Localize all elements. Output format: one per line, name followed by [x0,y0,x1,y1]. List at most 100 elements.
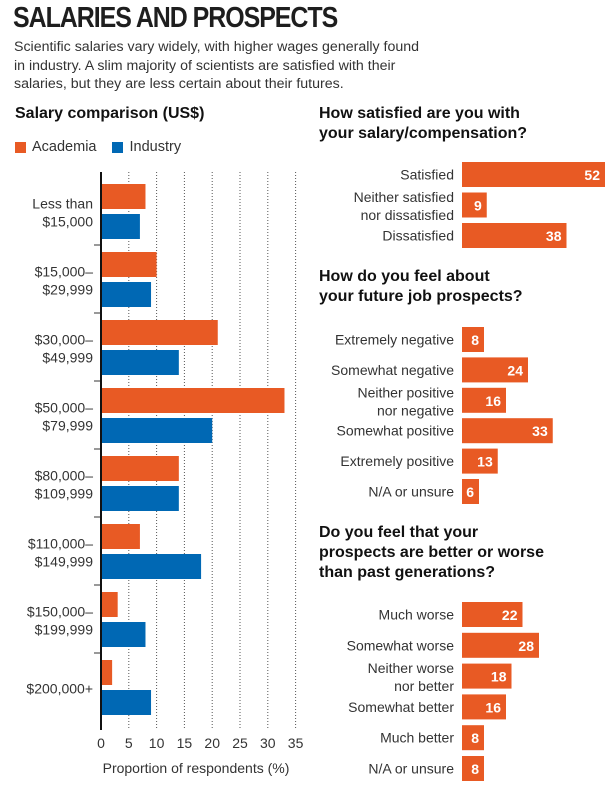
page-subtitle: Scientific salaries vary widely, with hi… [14,39,420,92]
generations-title-line: than past generations? [319,564,496,581]
response-label: Dissatisfied [382,228,454,244]
bar-value-label: 8 [471,332,479,348]
survey-bar [462,632,539,658]
survey-bar [462,162,605,187]
bar-value-label: 6 [466,484,474,500]
x-tick-label: 10 [149,735,165,751]
prospects-chart-title: How do you feel about your future job pr… [319,267,523,307]
generations-chart-title: Do you feel that your prospects are bett… [319,523,544,583]
category-label: $79,999 [42,418,93,434]
survey-bar [462,663,512,689]
category-label: $150,000– [27,604,93,620]
survey-bar [462,448,498,474]
category-label: $15,000– [35,264,94,280]
bar-value-label: 8 [471,730,479,746]
category-label: $50,000– [35,400,94,416]
bar-value-label: 13 [477,454,493,470]
response-label: Extremely negative [335,332,454,348]
satisfaction-title-line: How satisfied are you with [319,105,520,122]
bar-value-label: 9 [474,198,482,214]
satisfaction-title-line: your salary/compensation? [319,125,528,142]
industry-bar [101,554,202,579]
survey-bar [462,357,528,383]
academia-bar [101,592,118,617]
industry-bar [101,350,179,375]
legend-item-industry: Industry [112,139,181,155]
response-label: Satisfied [400,167,454,183]
bar-value-label: 24 [507,362,523,378]
response-label: Much better [380,730,454,746]
legend-item-academia: Academia [15,139,96,155]
x-tick-label: 20 [204,735,220,751]
survey-bar [462,694,506,720]
bar-value-label: 16 [485,393,501,409]
survey-bar [462,327,484,352]
survey-bar [462,725,484,751]
category-label: $30,000– [35,332,94,348]
category-label: $29,999 [42,282,93,298]
x-tick-label: 35 [288,735,304,751]
category-label: $49,999 [42,350,93,366]
industry-swatch [112,141,124,153]
industry-bar [101,214,140,239]
industry-bar [101,690,152,715]
academia-bar [101,252,157,277]
response-label: Neither positive [358,384,455,400]
generations-title-line: Do you feel that your [319,524,479,541]
prospects-title-line: your future job prospects? [319,288,523,305]
survey-bar [462,223,567,248]
response-label: nor better [394,678,454,694]
survey-bar [462,192,487,218]
bar-value-label: 38 [546,228,562,244]
industry-bar [101,418,213,443]
academia-bar [101,320,218,345]
survey-bar [462,387,506,413]
industry-bar [101,486,179,511]
bar-value-label: 18 [491,669,507,685]
response-label: Extremely positive [340,453,454,469]
category-label: $109,999 [35,486,94,502]
survey-bar [462,602,523,627]
bar-value-label: 8 [471,761,479,777]
bar-value-label: 22 [502,607,518,623]
x-tick-label: 25 [232,735,248,751]
response-label: Much worse [379,607,455,623]
bar-value-label: 28 [518,638,534,654]
category-label: $199,999 [35,622,94,638]
category-label: $110,000– [28,536,93,552]
bar-value-label: 33 [532,423,548,439]
response-label: Somewhat negative [331,362,454,378]
response-label: nor dissatisfied [361,207,454,223]
category-label: Less than [32,196,93,212]
response-label: Neither satisfied [354,189,454,205]
industry-bar [101,622,146,647]
legend-label-industry: Industry [129,139,182,155]
x-tick-label: 30 [260,735,276,751]
category-label: $80,000– [35,468,94,484]
legend-label-academia: Academia [32,139,97,155]
response-label: Somewhat positive [336,423,454,439]
salary-legend: Academia Industry [15,139,197,155]
academia-bar [101,456,179,481]
bar-value-label: 16 [485,699,501,715]
industry-bar [101,282,152,307]
academia-swatch [15,141,26,153]
bar-value-label: 52 [584,167,600,183]
response-label: Neither worse [368,660,455,676]
satisfaction-chart-title: How satisfied are you with your salary/c… [319,104,527,144]
prospects-title-line: How do you feel about [319,268,490,285]
response-label: N/A or unsure [368,484,454,500]
response-label: Somewhat worse [347,637,455,653]
academia-bar [101,388,285,413]
x-tick-label: 15 [177,735,193,751]
response-label: N/A or unsure [368,761,454,777]
survey-bar [462,418,553,444]
survey-bar [462,756,484,781]
academia-bar [101,524,140,549]
generations-title-line: prospects are better or worse [319,544,544,561]
response-label: nor negative [377,402,454,418]
survey-bar [462,479,479,504]
response-label: Somewhat better [348,699,454,715]
x-axis-title: Proportion of respondents (%) [103,760,290,776]
